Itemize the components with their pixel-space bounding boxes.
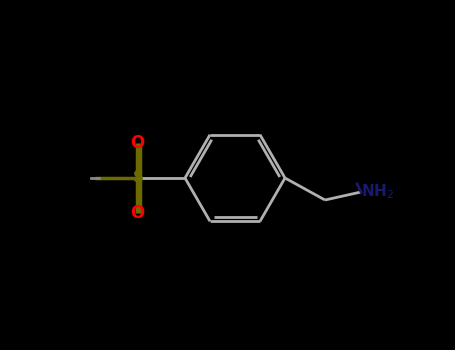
Text: O: O [130,134,144,152]
Text: NH$_2$: NH$_2$ [361,183,394,201]
Text: O: O [130,204,144,222]
Text: S: S [132,170,143,186]
